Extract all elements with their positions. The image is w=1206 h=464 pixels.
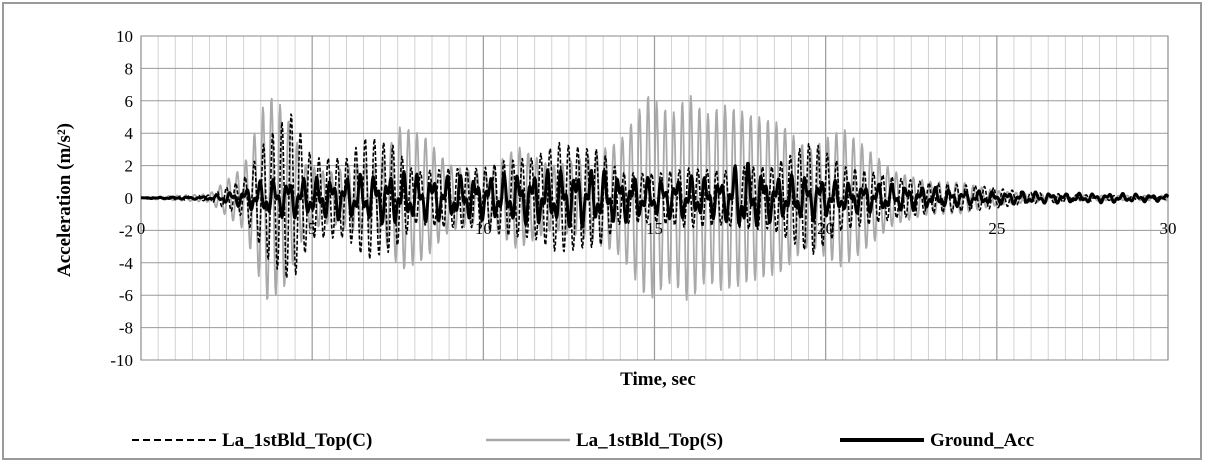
y-tick-label: -2 (119, 221, 133, 240)
series-layer (140, 94, 1170, 301)
x-tick-label: 5 (308, 219, 317, 238)
y-axis-title: Acceleration (m/s²) (54, 123, 75, 277)
y-tick-label: -6 (119, 286, 133, 305)
x-tick-label: 25 (988, 219, 1005, 238)
x-tick-label: 15 (646, 219, 663, 238)
y-tick-label: 4 (125, 124, 134, 143)
y-tick-label: 2 (125, 157, 134, 176)
x-tick-label: 30 (1160, 219, 1177, 238)
x-tick-label: 0 (137, 219, 146, 238)
y-tick-label: -4 (119, 254, 134, 273)
legend-label-series-1: La_1stBld_Top(S) (576, 430, 723, 451)
x-axis-title: Time, sec (620, 369, 696, 390)
legend-label-series-0: La_1stBld_Top(C) (222, 430, 372, 451)
y-tick-label: 0 (125, 189, 134, 208)
y-tick-label: -8 (119, 319, 133, 338)
y-tick-label: 8 (125, 59, 134, 78)
y-tick-label: 6 (125, 92, 134, 111)
series-line-2 (140, 161, 1170, 229)
x-tick-label: 20 (817, 219, 834, 238)
x-tick-label: 10 (475, 219, 492, 238)
legend: La_1stBld_Top(C) La_1stBld_Top(S) Ground… (132, 430, 1034, 451)
legend-label-series-2: Ground_Acc (930, 430, 1034, 451)
y-tick-label: 10 (116, 27, 133, 46)
y-tick-label: -10 (110, 351, 133, 370)
